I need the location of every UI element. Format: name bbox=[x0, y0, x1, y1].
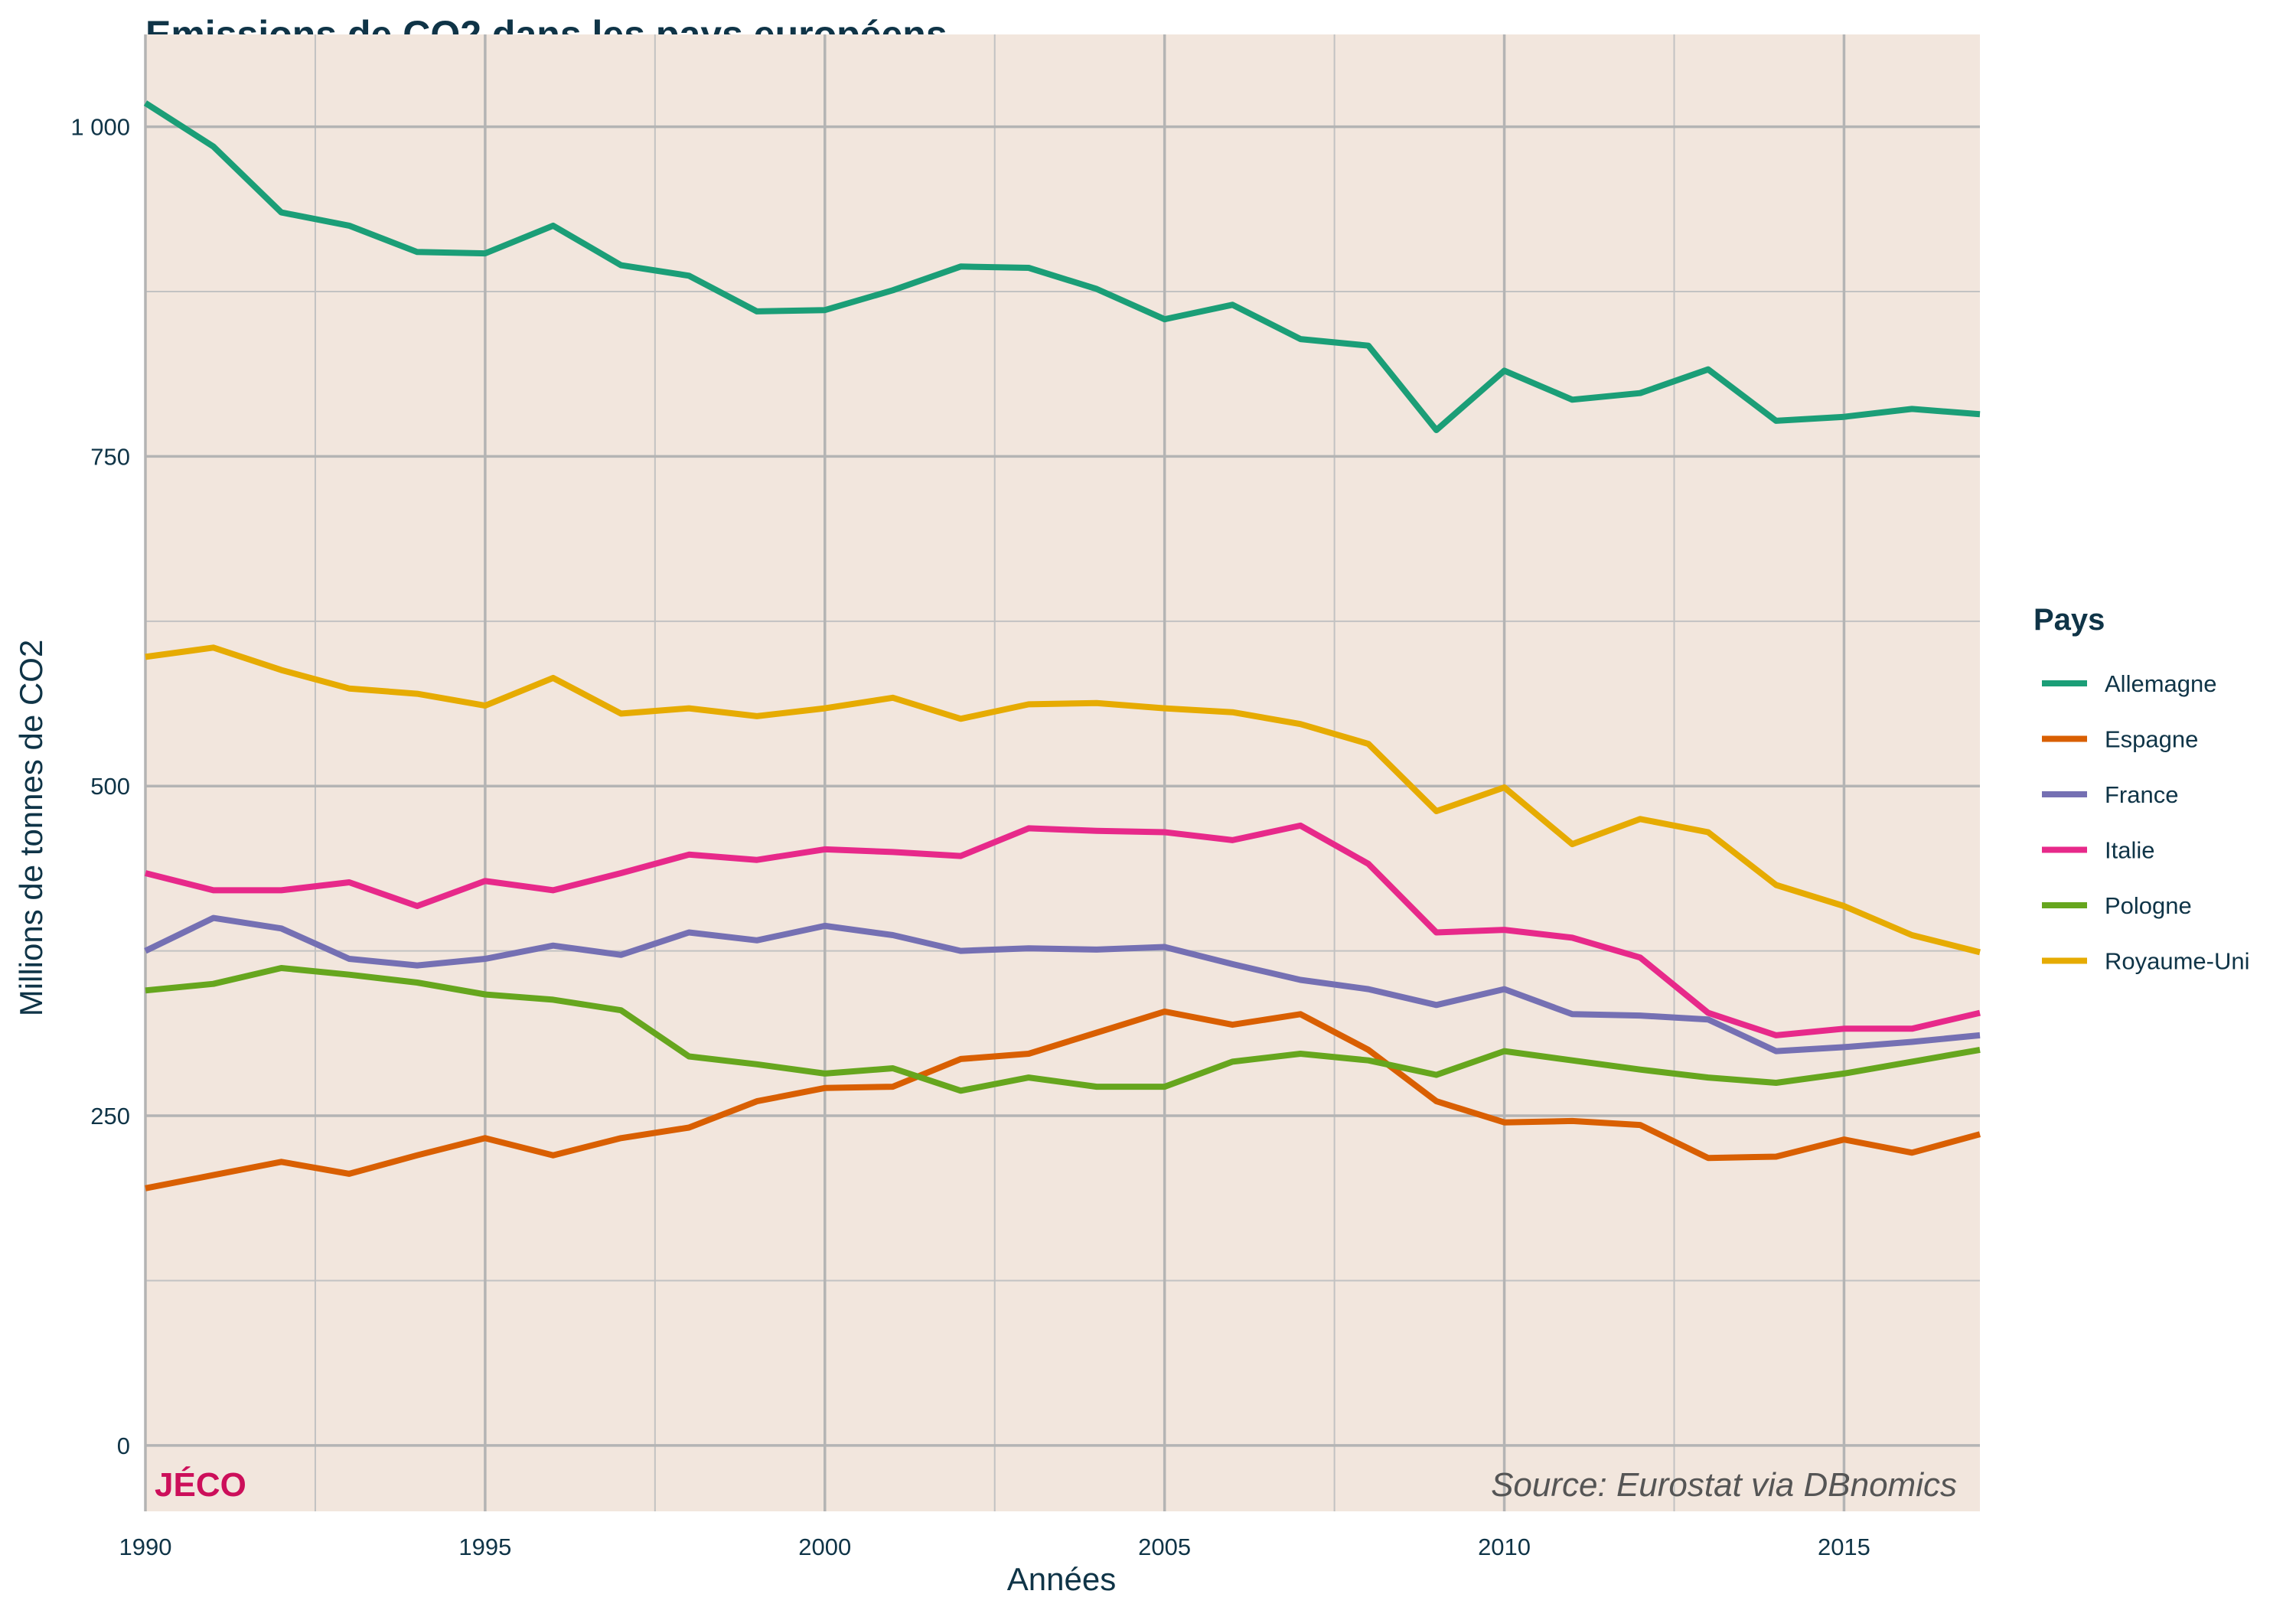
x-axis-ticks: 1990 1995 2000 2005 2010 2015 bbox=[119, 1534, 1870, 1560]
x-tick-label: 1990 bbox=[119, 1534, 172, 1560]
source-note: Source: Eurostat via DBnomics bbox=[1491, 1466, 1957, 1504]
gridlines bbox=[144, 34, 1980, 1511]
legend-label-allemagne: Allemagne bbox=[2105, 670, 2216, 697]
series-line-italie bbox=[145, 822, 1981, 1038]
y-tick-label: 500 bbox=[90, 773, 130, 800]
legend-label-pologne: Pologne bbox=[2105, 892, 2192, 919]
legend: Pays Allemagne Espagne France Italie Pologne… bbox=[2033, 603, 2250, 975]
y-tick-label: 1 000 bbox=[70, 114, 130, 141]
series-line-allemagne bbox=[143, 100, 1981, 433]
brand-label: JÉCO bbox=[155, 1465, 246, 1504]
plot-background bbox=[145, 34, 1980, 1511]
y-tick-label: 0 bbox=[117, 1433, 130, 1459]
x-tick-label: 2005 bbox=[1138, 1534, 1191, 1560]
x-tick-label: 1995 bbox=[458, 1534, 511, 1560]
x-tick-label: 2000 bbox=[798, 1534, 851, 1560]
y-tick-label: 750 bbox=[90, 443, 130, 470]
series-lines bbox=[143, 100, 1981, 1191]
y-axis-ticks: 0 250 500 750 1 000 bbox=[70, 114, 130, 1459]
legend-label-italie: Italie bbox=[2105, 837, 2154, 864]
series-line-france bbox=[144, 914, 1981, 1054]
legend-label-royaume-uni: Royaume-Uni bbox=[2105, 948, 2250, 975]
legend-title: Pays bbox=[2033, 603, 2105, 637]
y-axis-title: Millions de tonnes de CO2 bbox=[13, 640, 49, 1017]
series-line-pologne bbox=[145, 965, 1981, 1094]
x-axis-title: Années bbox=[1007, 1561, 1116, 1597]
x-tick-label: 2015 bbox=[1818, 1534, 1870, 1560]
y-tick-label: 250 bbox=[90, 1103, 130, 1129]
legend-label-france: France bbox=[2105, 781, 2178, 808]
legend-label-espagne: Espagne bbox=[2105, 726, 2198, 753]
series-line-espagne bbox=[145, 1008, 1981, 1191]
x-tick-label: 2010 bbox=[1478, 1534, 1531, 1560]
series-line-royaume-uni bbox=[145, 644, 1981, 956]
